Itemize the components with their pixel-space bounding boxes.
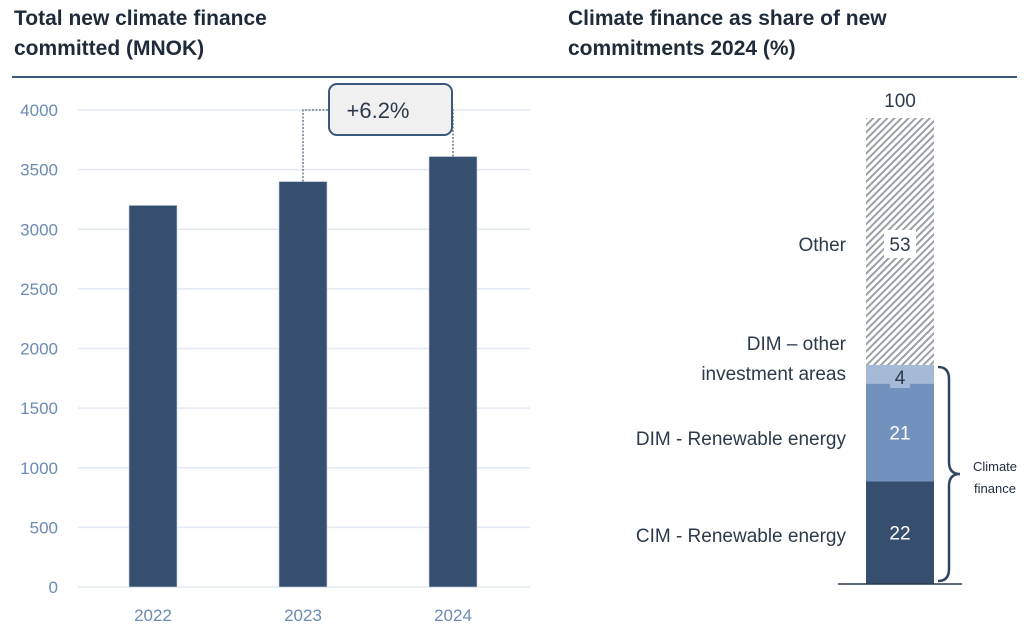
value-label: 22 bbox=[889, 524, 910, 545]
y-tick-label: 4000 bbox=[20, 101, 58, 120]
x-tick-label: 2024 bbox=[434, 606, 472, 625]
title-rule bbox=[12, 76, 1017, 78]
bar-2024 bbox=[428, 156, 478, 588]
left-bars bbox=[128, 156, 478, 588]
total-label: 100 bbox=[884, 91, 916, 112]
left-chart-title: Total new climate finance committed (MNO… bbox=[14, 4, 494, 64]
y-tick-label: 0 bbox=[49, 578, 58, 597]
value-label: 21 bbox=[889, 424, 910, 445]
bar-2023 bbox=[278, 181, 328, 588]
value-label-box bbox=[884, 230, 916, 258]
y-tick-label: 3000 bbox=[20, 220, 58, 239]
segment-name: Other bbox=[798, 235, 846, 256]
value-label-box bbox=[890, 365, 910, 388]
segment-dim-renewable-energy bbox=[866, 383, 934, 482]
annotation-label: +6.2% bbox=[347, 98, 410, 123]
segment-name-line2: investment areas bbox=[701, 364, 846, 385]
bar-2022 bbox=[128, 205, 178, 588]
y-tick-label: 1000 bbox=[20, 459, 58, 478]
y-tick-label: 2500 bbox=[20, 280, 58, 299]
segment-cim-renewable-energy bbox=[866, 481, 934, 584]
right-title-line1: Climate finance as share of new bbox=[568, 7, 887, 30]
value-label: 53 bbox=[889, 235, 910, 256]
curly-brace-icon bbox=[937, 365, 961, 583]
x-tick-label: 2023 bbox=[284, 606, 322, 625]
y-tick-label: 2000 bbox=[20, 340, 58, 359]
y-tick-label: 500 bbox=[30, 518, 58, 537]
annotation-connector bbox=[302, 109, 454, 182]
right-chart-title: Climate finance as share of new commitme… bbox=[568, 4, 1018, 64]
right-title-line2: commitments 2024 (%) bbox=[568, 37, 796, 60]
y-tick-label: 1500 bbox=[20, 399, 58, 418]
x-tick-label: 2022 bbox=[134, 606, 172, 625]
annotation-box bbox=[328, 83, 453, 136]
value-label: 4 bbox=[895, 368, 906, 389]
segment-name-line1: DIM – other bbox=[747, 334, 847, 355]
segment-name: CIM - Renewable energy bbox=[636, 526, 847, 547]
segment-name: DIM - Renewable energy bbox=[636, 429, 847, 450]
left-x-axis: 2022 2023 2024 bbox=[134, 606, 472, 625]
left-y-axis: 0 500 1000 1500 2000 2500 3000 3500 4000 bbox=[20, 101, 58, 597]
left-title-line1: Total new climate finance bbox=[14, 7, 267, 30]
stacked-bar: 22 21 4 53 100 CIM - Renewable energy DIM - Re… bbox=[636, 91, 1017, 585]
left-title-line2: committed (MNOK) bbox=[14, 37, 205, 60]
y-tick-label: 3500 bbox=[20, 161, 58, 180]
brace-label-line1: Climate bbox=[973, 459, 1017, 474]
brace-label-line2: finance bbox=[974, 481, 1016, 496]
growth-annotation: +6.2% bbox=[302, 83, 454, 182]
